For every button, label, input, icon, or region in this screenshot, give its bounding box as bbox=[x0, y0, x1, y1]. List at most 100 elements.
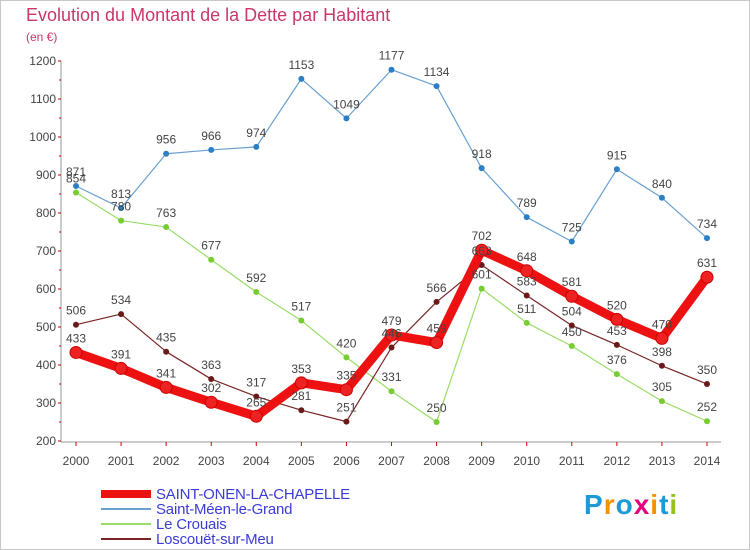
x-tick-label: 2014 bbox=[694, 454, 721, 468]
data-point bbox=[208, 376, 215, 383]
data-point bbox=[430, 336, 444, 350]
data-point bbox=[610, 312, 624, 326]
data-point bbox=[253, 393, 260, 400]
data-point bbox=[520, 264, 534, 278]
x-tick-label: 2010 bbox=[513, 454, 540, 468]
data-point bbox=[73, 321, 79, 328]
data-label: 363 bbox=[201, 358, 221, 372]
y-tick-label: 500 bbox=[36, 320, 56, 334]
data-point bbox=[343, 354, 350, 361]
data-point bbox=[388, 344, 395, 351]
legend-item-saint-meen: Saint-Méen-le-Grand bbox=[101, 501, 421, 518]
legend-label: Le Crouais bbox=[156, 516, 227, 533]
data-point bbox=[655, 331, 669, 345]
data-point bbox=[523, 292, 530, 299]
data-label: 435 bbox=[156, 331, 176, 345]
data-label: 915 bbox=[607, 148, 627, 162]
data-label: 317 bbox=[246, 376, 266, 390]
data-point bbox=[568, 238, 575, 245]
x-tick-label: 2013 bbox=[649, 454, 676, 468]
x-tick-label: 2009 bbox=[468, 454, 495, 468]
data-point bbox=[658, 194, 665, 201]
data-label: 1177 bbox=[379, 49, 405, 63]
data-label: 250 bbox=[427, 401, 447, 415]
data-point bbox=[163, 150, 170, 157]
data-label: 459 bbox=[427, 322, 447, 336]
data-point bbox=[613, 341, 620, 348]
data-label: 966 bbox=[201, 129, 221, 143]
legend-swatch bbox=[101, 490, 151, 498]
legend-label: Loscouët-sur-Meu bbox=[156, 531, 274, 548]
data-label: 335 bbox=[336, 369, 356, 383]
data-point bbox=[118, 311, 125, 318]
data-label: 702 bbox=[472, 229, 492, 243]
legend-swatch bbox=[101, 508, 151, 510]
x-tick-label: 2005 bbox=[288, 454, 315, 468]
data-point bbox=[433, 83, 440, 90]
data-label: 663 bbox=[472, 244, 492, 258]
data-point bbox=[613, 166, 620, 173]
data-label: 601 bbox=[472, 268, 492, 282]
data-label: 265 bbox=[246, 395, 266, 409]
y-tick-label: 1200 bbox=[29, 54, 56, 68]
chart-title: Evolution du Montant de la Dette par Hab… bbox=[26, 5, 391, 25]
y-tick-label: 400 bbox=[36, 358, 56, 372]
legend-item-saint-onen: SAINT-ONEN-LA-CHAPELLE bbox=[101, 486, 421, 503]
data-point bbox=[433, 298, 440, 305]
data-label: 871 bbox=[66, 165, 86, 179]
data-point bbox=[298, 75, 305, 82]
data-label: 956 bbox=[156, 133, 176, 147]
legend-label: Saint-Méen-le-Grand bbox=[156, 501, 293, 518]
data-point bbox=[565, 289, 579, 303]
data-point bbox=[298, 407, 305, 414]
data-label: 446 bbox=[381, 327, 401, 341]
data-label: 725 bbox=[562, 221, 582, 235]
legend-label: SAINT-ONEN-LA-CHAPELLE bbox=[156, 486, 350, 503]
data-label: 566 bbox=[427, 281, 447, 295]
data-label: 648 bbox=[517, 250, 537, 264]
x-tick-label: 2011 bbox=[559, 454, 585, 468]
data-label: 520 bbox=[607, 298, 627, 312]
data-label: 854 bbox=[66, 171, 86, 185]
data-point bbox=[433, 419, 440, 425]
y-tick-label: 700 bbox=[36, 244, 56, 258]
data-point bbox=[568, 343, 575, 349]
data-label: 583 bbox=[517, 274, 537, 288]
data-label: 734 bbox=[697, 217, 717, 231]
data-label: 479 bbox=[381, 314, 401, 328]
legend-swatch bbox=[101, 523, 151, 525]
data-label: 350 bbox=[697, 363, 717, 377]
data-label: 517 bbox=[291, 300, 311, 314]
x-tick-label: 2000 bbox=[63, 454, 90, 468]
data-point bbox=[298, 317, 305, 324]
data-point bbox=[388, 66, 395, 73]
data-point bbox=[159, 380, 173, 394]
legend-swatch bbox=[101, 538, 151, 540]
data-point bbox=[339, 383, 353, 397]
data-point bbox=[253, 289, 260, 296]
data-label: 840 bbox=[652, 177, 672, 191]
data-label: 1153 bbox=[288, 58, 314, 72]
data-label: 592 bbox=[246, 271, 266, 285]
x-tick-label: 2007 bbox=[378, 454, 405, 468]
y-tick-label: 300 bbox=[36, 396, 56, 410]
data-point bbox=[568, 322, 575, 329]
data-label: 341 bbox=[156, 366, 176, 380]
data-point bbox=[523, 214, 530, 221]
data-point bbox=[249, 409, 263, 423]
data-label: 511 bbox=[517, 302, 536, 316]
y-tick-label: 1000 bbox=[29, 130, 56, 144]
data-label: 506 bbox=[66, 304, 86, 318]
x-tick-label: 2003 bbox=[198, 454, 225, 468]
data-label: 420 bbox=[336, 336, 356, 350]
data-point bbox=[613, 371, 620, 378]
data-point bbox=[478, 285, 485, 292]
data-point bbox=[658, 398, 665, 405]
data-label: 677 bbox=[201, 239, 221, 253]
data-point bbox=[704, 381, 710, 387]
x-tick-label: 2001 bbox=[108, 454, 135, 468]
data-point bbox=[118, 217, 125, 224]
x-tick-label: 2002 bbox=[153, 454, 180, 468]
data-label: 470 bbox=[652, 317, 672, 331]
